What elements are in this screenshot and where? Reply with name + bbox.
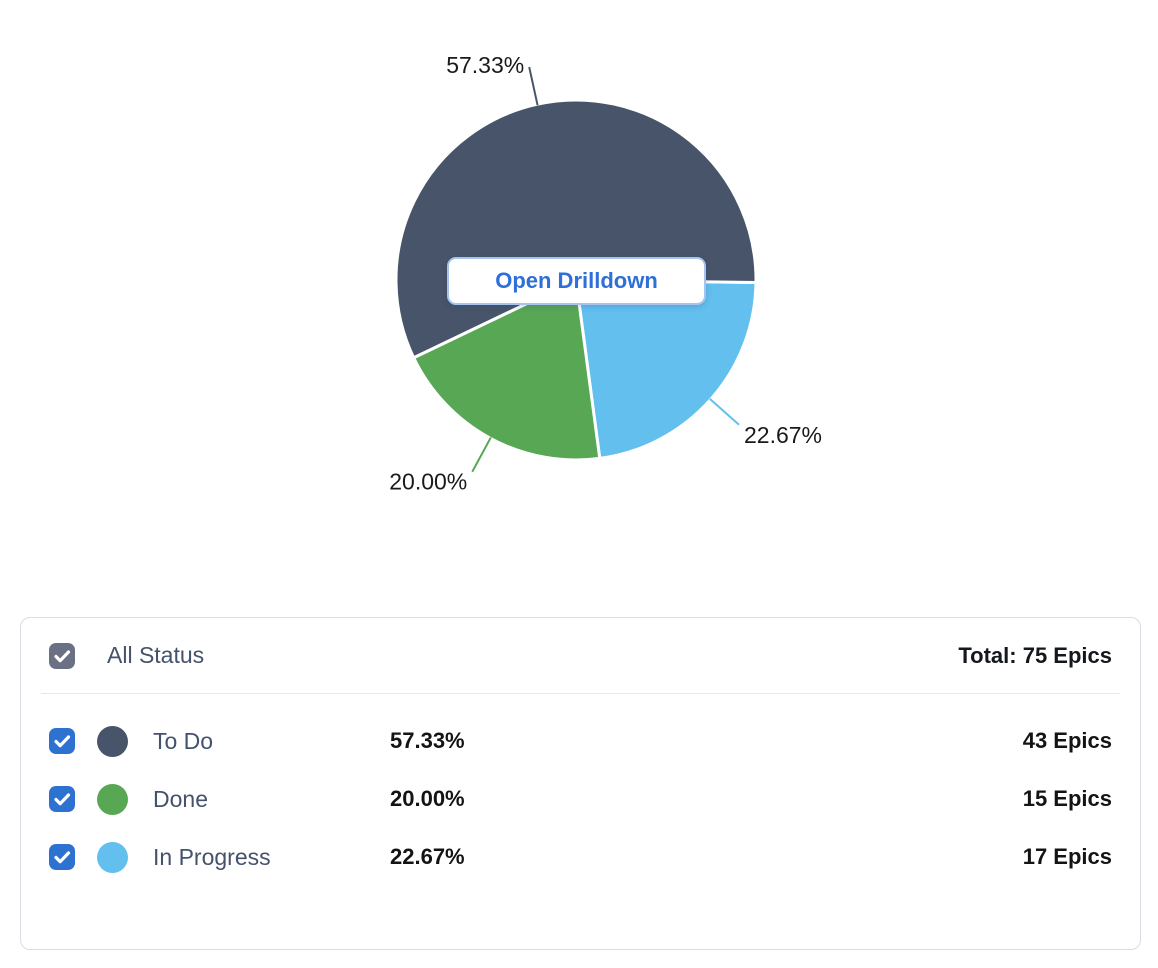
legend-row-in-progress: In Progress 22.67% 17 Epics [21, 828, 1140, 886]
checkmark-icon [54, 851, 71, 864]
legend-header-row: All Status Total: 75 Epics [21, 618, 1140, 693]
checkmark-icon [54, 649, 71, 662]
all-status-label: All Status [107, 642, 205, 668]
label-leader-line-to-do [528, 66, 539, 106]
label-leader-line-in-progress [709, 398, 740, 426]
status-checkbox[interactable] [49, 844, 75, 870]
legend-rows: To Do 57.33% 43 Epics Done 20.00% 15 Epi… [21, 694, 1140, 886]
status-checkbox[interactable] [49, 786, 75, 812]
legend-row-to-do: To Do 57.33% 43 Epics [21, 712, 1140, 770]
total-epics-label: Total: 75 Epics [958, 642, 1112, 668]
status-percent: 22.67% [390, 844, 465, 869]
status-color-dot [97, 783, 128, 815]
status-checkbox[interactable] [49, 728, 75, 754]
pie-label-in-progress: 22.67% [744, 422, 822, 448]
status-name: In Progress [153, 843, 271, 870]
status-color-dot [97, 841, 128, 873]
open-drilldown-button[interactable]: Open Drilldown [447, 257, 706, 305]
label-leader-line-done [471, 436, 492, 473]
checkmark-icon [54, 793, 71, 806]
legend-row-done: Done 20.00% 15 Epics [21, 770, 1140, 828]
status-legend-card: All Status Total: 75 Epics To Do 57.33% … [20, 617, 1141, 950]
status-name: Done [153, 785, 208, 812]
pie-slice-in-progress[interactable] [574, 278, 758, 460]
status-color-dot [97, 725, 128, 757]
pie-label-to-do: 57.33% [446, 52, 524, 78]
status-epics-count: 17 Epics [1022, 844, 1112, 869]
pie-label-done: 20.00% [389, 469, 467, 495]
divider [41, 693, 1120, 694]
status-epics-count: 15 Epics [1022, 786, 1112, 811]
status-percent: 57.33% [390, 728, 465, 753]
checkmark-icon [54, 735, 71, 748]
status-percent: 20.00% [390, 786, 465, 811]
all-status-checkbox[interactable] [49, 642, 75, 669]
status-name: To Do [153, 727, 214, 754]
status-epics-count: 43 Epics [1022, 728, 1112, 753]
